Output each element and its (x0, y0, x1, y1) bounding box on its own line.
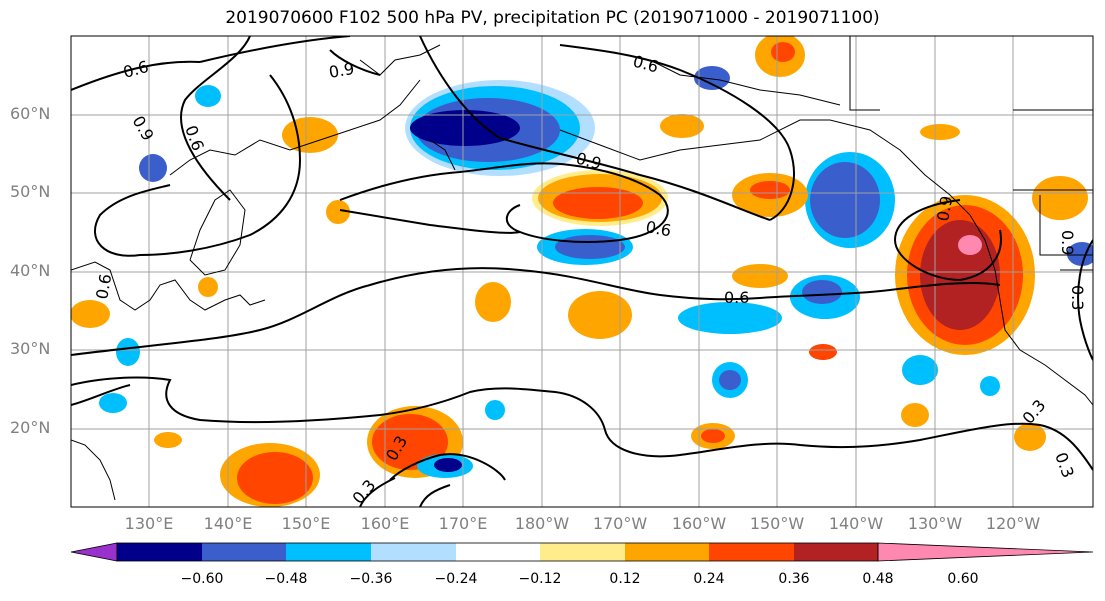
lon-label: 130°W (907, 514, 963, 533)
lon-label: 150°E (281, 514, 331, 533)
lon-label: 140°E (203, 514, 253, 533)
colorbar-tick-label: 0.36 (778, 571, 810, 587)
precip-patch (701, 429, 725, 443)
lon-label: 160°E (360, 514, 410, 533)
precip-patch (434, 458, 462, 472)
lat-label: 50°N (10, 182, 51, 201)
precip-patch (99, 393, 127, 413)
colorbar-outline (116, 542, 879, 562)
precip-patch (1032, 176, 1088, 220)
contour-label: 0.6 (92, 272, 115, 300)
lon-label: 160°W (671, 514, 727, 533)
precip-patch (694, 66, 730, 90)
colorbar-tick-label: −0.36 (349, 571, 393, 587)
contour-label: 0.3 (1068, 285, 1087, 310)
precip-patch (1067, 242, 1093, 266)
precip-patch (810, 162, 880, 238)
precip-patch (568, 291, 632, 339)
precip-patch (154, 432, 182, 448)
precip-patch (116, 338, 140, 366)
colorbar-tick-label: 0.12 (609, 571, 641, 587)
precip-patch (71, 300, 110, 328)
colorbar-bin (371, 543, 456, 561)
precip-patch (475, 282, 511, 322)
contour-label: 0.6 (724, 288, 749, 307)
contour-label: 0.9 (1058, 230, 1077, 255)
lat-label: 30°N (10, 339, 51, 358)
lon-label: 120°W (985, 514, 1041, 533)
colorbar-tick-label: 0.24 (693, 571, 725, 587)
pv-contours (71, 36, 1093, 507)
lon-label: 170°W (592, 514, 648, 533)
precip-patch (198, 277, 218, 297)
precip-patch (732, 264, 788, 288)
colorbar-tick-label: −0.24 (434, 571, 478, 587)
contour-label: 0.6 (644, 217, 672, 240)
colorbar-bin (117, 543, 202, 561)
precip-patch (372, 414, 448, 470)
lon-label: 150°W (749, 514, 805, 533)
colorbar-tick-label: −0.12 (518, 571, 562, 587)
lon-label: 130°E (124, 514, 174, 533)
precip-patch (485, 400, 505, 420)
colorbar-tick-label: 0.48 (862, 571, 894, 587)
colorbar-bin (794, 543, 878, 561)
precip-patch (139, 154, 167, 182)
colorbar-tick-label: −0.48 (264, 571, 308, 587)
contour-label: 0.9 (327, 59, 355, 82)
lon-label: 170°E (438, 514, 488, 533)
colorbar-bin (625, 543, 709, 561)
map-grid (71, 36, 1093, 507)
colorbar-bin (286, 543, 371, 561)
colorbar-bin (877, 542, 1094, 562)
colorbar-tick-label: −0.60 (180, 571, 224, 587)
precip-patch (958, 235, 982, 255)
precip-patch (809, 344, 837, 360)
precip-patch (326, 200, 350, 224)
lat-label: 20°N (10, 418, 51, 437)
lon-label: 140°W (828, 514, 884, 533)
lon-label: 180°W (514, 514, 570, 533)
precip-patch (660, 114, 704, 138)
lat-label: 60°N (10, 104, 51, 123)
map-frame (70, 35, 1094, 508)
precip-patch (920, 124, 960, 140)
contour-label: 0.9 (933, 194, 956, 222)
precip-patches (71, 36, 1093, 507)
coastlines (71, 36, 1093, 501)
precip-patch (719, 370, 741, 390)
colorbar-bin (709, 543, 794, 561)
lat-label: 40°N (10, 261, 51, 280)
colorbar-bin (202, 543, 286, 561)
colorbar-bin (70, 542, 118, 562)
precip-patch (802, 280, 842, 304)
precip-patch (980, 376, 1000, 396)
precip-patch (750, 181, 790, 199)
precip-patch (410, 110, 520, 146)
precip-patch (1014, 423, 1046, 451)
colorbar-bin (456, 543, 540, 561)
precip-patch (678, 302, 782, 334)
precip-patch (195, 85, 221, 107)
chart-title: 2019070600 F102 500 hPa PV, precipitatio… (225, 8, 880, 28)
precip-patch (237, 452, 313, 504)
colorbar-bin (540, 543, 625, 561)
precip-patch (901, 403, 929, 427)
precip-patch (902, 355, 938, 385)
colorbar-tick-label: 0.60 (947, 571, 979, 587)
